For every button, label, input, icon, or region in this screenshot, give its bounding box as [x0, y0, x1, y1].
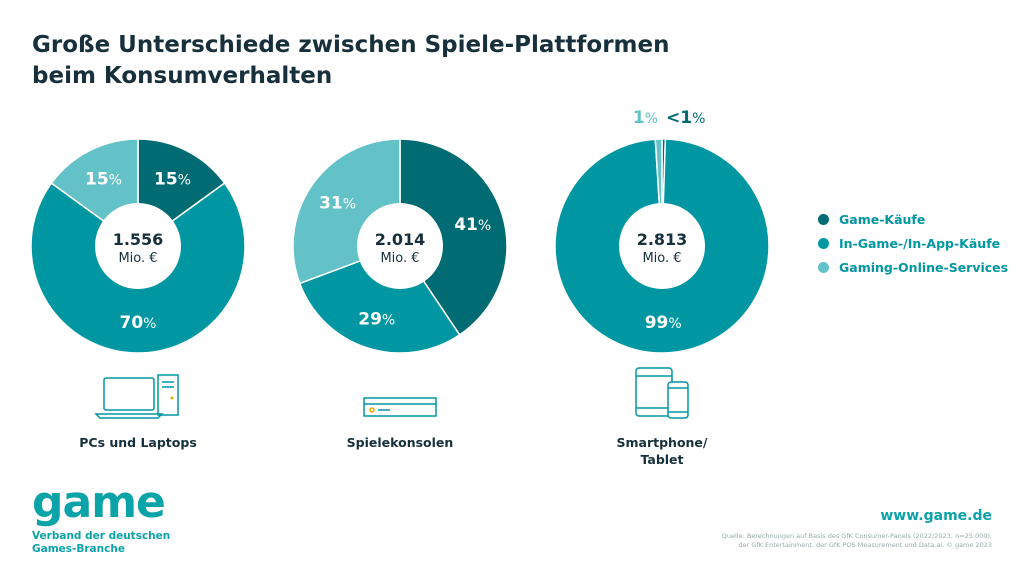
- donut-hole: [619, 203, 705, 289]
- total-value: 1.556: [113, 230, 164, 249]
- data-label: 70%: [120, 313, 157, 333]
- caption-mobile: Smartphone/ Tablet: [616, 435, 708, 467]
- game-console-icon: [363, 397, 437, 417]
- page-title: Große Unterschiede zwischen Spiele-Platt…: [32, 32, 670, 89]
- data-label: 15%: [154, 169, 191, 189]
- legend-dot: [818, 214, 829, 225]
- donut-hole: [357, 203, 443, 289]
- laptop-desktop-icon: [94, 374, 179, 419]
- tablet-smartphone-icon: [635, 367, 689, 419]
- game-logo: game: [32, 477, 166, 528]
- logo-subtitle: Verband der deutschen Games-Branche: [32, 530, 171, 555]
- data-label: 1%: [633, 108, 658, 128]
- legend: Game-Käufe In-Game-/In-App-Käufe Gaming-…: [818, 212, 1008, 284]
- legend-item-online: Gaming-Online-Services: [818, 260, 1008, 275]
- data-label: 29%: [358, 309, 395, 329]
- legend-dot: [818, 238, 829, 249]
- legend-item-game: Game-Käufe: [818, 212, 1008, 227]
- total-unit: Mio. €: [118, 251, 157, 266]
- caption-pc: PCs und Laptops: [79, 435, 197, 450]
- data-label: <1%: [666, 108, 705, 128]
- total-unit: Mio. €: [380, 251, 419, 266]
- data-label: 41%: [454, 215, 491, 235]
- total-value: 2.813: [637, 230, 688, 249]
- total-value: 2.014: [375, 230, 426, 249]
- total-unit: Mio. €: [642, 251, 681, 266]
- legend-dot: [818, 262, 829, 273]
- data-label: 99%: [645, 313, 682, 333]
- pie-slice-ingame: [298, 245, 461, 354]
- donut-hole: [95, 203, 181, 289]
- data-label: 15%: [85, 169, 122, 189]
- source-note: Quelle: Berechnungen auf Basis des GfK C…: [721, 532, 992, 549]
- caption-console: Spielekonsolen: [346, 435, 454, 450]
- pie-slice-game: [399, 138, 508, 336]
- website-link[interactable]: www.game.de: [880, 508, 992, 524]
- data-label: 31%: [319, 194, 356, 214]
- legend-item-ingame: In-Game-/In-App-Käufe: [818, 236, 1008, 251]
